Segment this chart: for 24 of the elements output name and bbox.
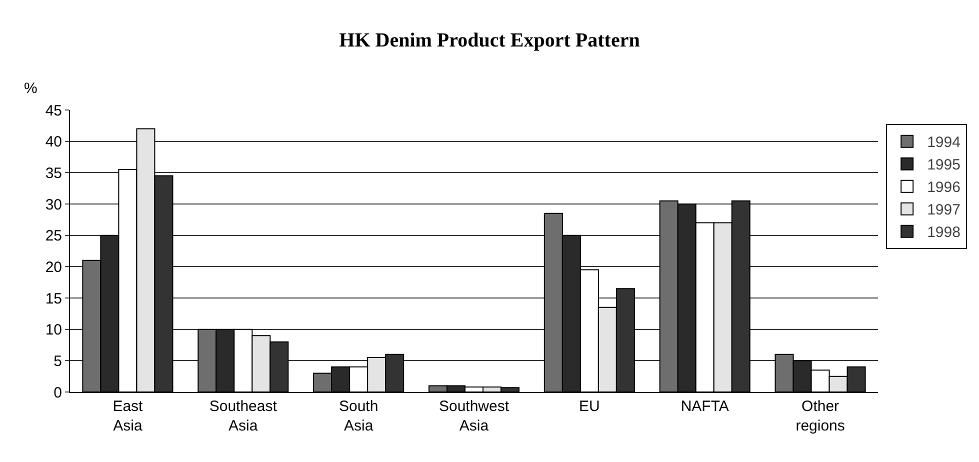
legend-label: 1996 xyxy=(927,179,960,196)
y-tick-label: 40 xyxy=(45,134,62,151)
legend-label: 1997 xyxy=(927,202,960,219)
y-tick-label: 45 xyxy=(45,102,62,120)
legend-label: 1994 xyxy=(927,134,960,152)
x-tick-label: South Asia xyxy=(338,398,378,434)
legend-label: 1995 xyxy=(927,156,960,174)
x-tick-label: NAFTA xyxy=(680,398,729,415)
x-tick-label: Other regions xyxy=(796,398,845,434)
legend-label: 1998 xyxy=(927,224,960,242)
y-tick-label: 30 xyxy=(45,196,62,214)
y-tick-label: 10 xyxy=(45,322,62,339)
x-tick-label: Southeast Asia xyxy=(209,398,278,434)
y-tick-label: 25 xyxy=(45,228,62,245)
y-tick-label: 35 xyxy=(45,164,62,182)
x-tick-label: EU xyxy=(579,398,600,415)
x-tick-label: Southwest Asia xyxy=(438,398,510,434)
x-tick-label: East Asia xyxy=(112,398,144,434)
y-tick-label: 20 xyxy=(45,258,62,276)
y-tick-label: 5 xyxy=(54,352,62,370)
chart-title: HK Denim Product Export Pattern xyxy=(339,29,640,52)
y-tick-label: 15 xyxy=(45,290,62,308)
y-axis-title: % xyxy=(24,80,38,97)
y-tick-label: 0 xyxy=(54,384,62,402)
